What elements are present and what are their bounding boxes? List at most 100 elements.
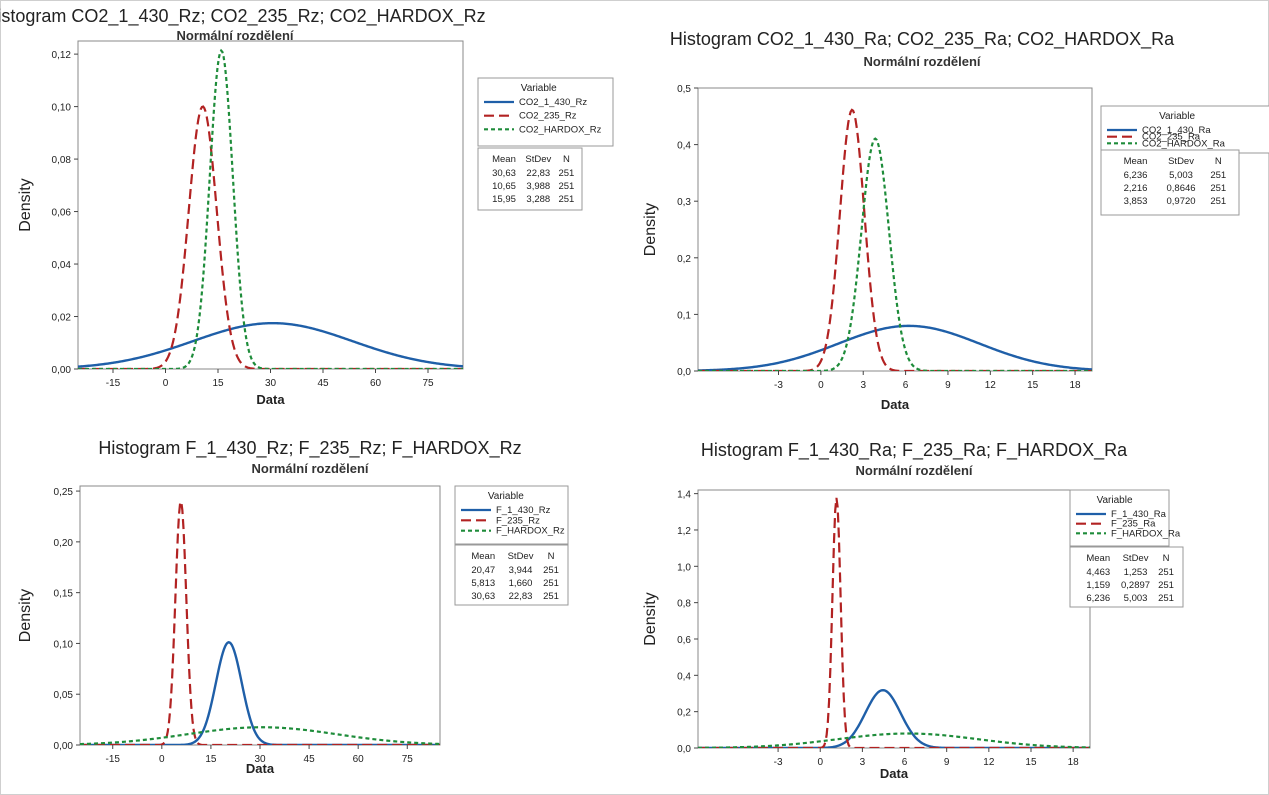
x-tick-label: 75 (402, 754, 414, 765)
y-axis-label: Density (642, 592, 659, 645)
chart-subtitle: Normální rozdělení (176, 28, 293, 43)
stats-header: StDev (1123, 553, 1149, 564)
x-tick-label: 18 (1069, 380, 1081, 391)
y-axis-label: Density (17, 589, 34, 642)
legend-entry: F_HARDOX_Rz (496, 526, 565, 537)
y-tick-label: 0,4 (677, 671, 691, 682)
stats-cell: 3,853 (1124, 196, 1148, 207)
legend-title: Variable (488, 491, 524, 502)
y-tick-label: 0,04 (52, 260, 72, 271)
stats-cell: 251 (1158, 567, 1174, 578)
y-tick-label: 0,02 (52, 313, 72, 324)
plot-area (79, 485, 441, 746)
legend-title: Variable (1097, 495, 1133, 506)
stats-header: StDev (525, 154, 551, 165)
x-tick-label: 75 (422, 378, 434, 389)
stats-cell: 3,988 (526, 181, 550, 192)
stats-cell: 15,95 (492, 194, 516, 205)
x-tick-label: 0 (163, 378, 169, 389)
y-tick-label: 0,8 (677, 599, 691, 610)
x-tick-label: 6 (902, 757, 908, 768)
x-tick-label: 0 (817, 757, 823, 768)
stats-header: N (1163, 553, 1170, 564)
x-tick-label: 45 (304, 754, 316, 765)
stats-cell: 20,47 (471, 565, 495, 576)
y-tick-label: 0,10 (52, 103, 72, 114)
x-tick-label: 0 (818, 380, 824, 391)
x-tick-label: 15 (1027, 380, 1039, 391)
stats-cell: 10,65 (492, 181, 516, 192)
legend-box (454, 485, 569, 545)
stats-box (1069, 546, 1184, 608)
series-curve-CO2_1_430_Ra (698, 324, 1092, 371)
stats-table: Mean StDev N 6,236 5,003 251 2,216 0,8646 251 3,8… (1100, 149, 1240, 216)
stats-cell: 251 (1158, 593, 1174, 604)
x-tick-label: 15 (205, 754, 217, 765)
legend-entry: CO2_1_430_Ra (1142, 125, 1211, 136)
stats-cell: 251 (558, 168, 574, 179)
stats-header: StDev (1168, 156, 1194, 167)
series-curve-CO2_1_430_Rz (78, 321, 463, 368)
series-curve-F_HARDOX_Rz (80, 726, 440, 745)
stats-cell: 22,83 (509, 591, 533, 602)
legend-box (477, 77, 614, 147)
stats-cell: 0,2897 (1121, 580, 1150, 591)
x-tick-label: 45 (317, 378, 329, 389)
stats-header: StDev (508, 551, 534, 562)
stats-cell: 4,463 (1086, 567, 1110, 578)
x-tick-label: 30 (265, 378, 277, 389)
x-tick-label: -15 (106, 754, 121, 765)
y-tick-label: 1,4 (677, 490, 691, 501)
legend-title: Variable (1159, 111, 1195, 122)
x-axis-label: Data (246, 761, 275, 776)
x-tick-label: 9 (945, 380, 951, 391)
stats-table: Mean StDev N 4,463 1,253 251 1,159 0,2897 251 6,2… (1069, 546, 1184, 608)
legend-entry: CO2_1_430_Rz (519, 97, 587, 108)
x-axis-label: Data (880, 766, 909, 781)
stats-cell: 5,813 (471, 578, 495, 589)
x-tick-label: 12 (985, 380, 997, 391)
y-tick-label: 0,5 (677, 84, 691, 95)
legend-entry: F_235_Rz (496, 515, 540, 526)
stats-header: Mean (471, 551, 495, 562)
y-axis-label: Density (17, 178, 34, 231)
stats-cell: 251 (558, 181, 574, 192)
x-tick-label: 3 (860, 380, 866, 391)
stats-cell: 1,253 (1124, 567, 1148, 578)
legend: Variable CO2_1_430_Rz CO2_235_Rz CO2_HARDOX… (477, 77, 614, 147)
chart-subtitle: Normální rozdělení (855, 463, 972, 478)
stats-cell: 251 (543, 565, 559, 576)
stats-cell: 22,83 (526, 168, 550, 179)
x-tick-label: -3 (774, 380, 783, 391)
stats-cell: 1,159 (1086, 580, 1110, 591)
stats-cell: 3,288 (526, 194, 550, 205)
stats-cell: 2,216 (1124, 183, 1148, 194)
stats-cell: 251 (1210, 170, 1226, 181)
x-tick-label: 3 (860, 757, 866, 768)
stats-cell: 251 (558, 194, 574, 205)
y-axis-label: Density (642, 203, 659, 256)
legend: Variable F_1_430_RzF_235_RzF_HARDOX_Rz (454, 485, 569, 545)
stats-header: N (563, 154, 570, 165)
y-tick-label: 0,0 (677, 367, 691, 378)
x-tick-label: 60 (353, 754, 365, 765)
stats-cell: 6,236 (1124, 170, 1148, 181)
plot-area (77, 40, 464, 370)
chart-panel-2: Histogram CO2_1_430_Ra; CO2_235_Ra; CO2_… (642, 29, 1269, 412)
x-tick-label: 9 (944, 757, 950, 768)
stats-cell: 1,660 (509, 578, 533, 589)
x-axis-label: Data (881, 397, 910, 412)
y-tick-label: 0,3 (677, 197, 691, 208)
legend-entry: CO2_235_Ra (1142, 132, 1201, 143)
y-tick-label: 0,12 (52, 50, 72, 61)
y-tick-label: 0,20 (54, 538, 74, 549)
stats-header: Mean (1086, 553, 1110, 564)
y-tick-label: 0,00 (52, 365, 72, 376)
x-axis-label: Data (256, 392, 285, 407)
y-tick-label: 0,1 (677, 310, 691, 321)
x-tick-label: -15 (106, 378, 121, 389)
stats-cell: 30,63 (492, 168, 516, 179)
y-tick-label: 0,08 (52, 155, 72, 166)
legend-entry: F_235_Ra (1111, 519, 1156, 530)
